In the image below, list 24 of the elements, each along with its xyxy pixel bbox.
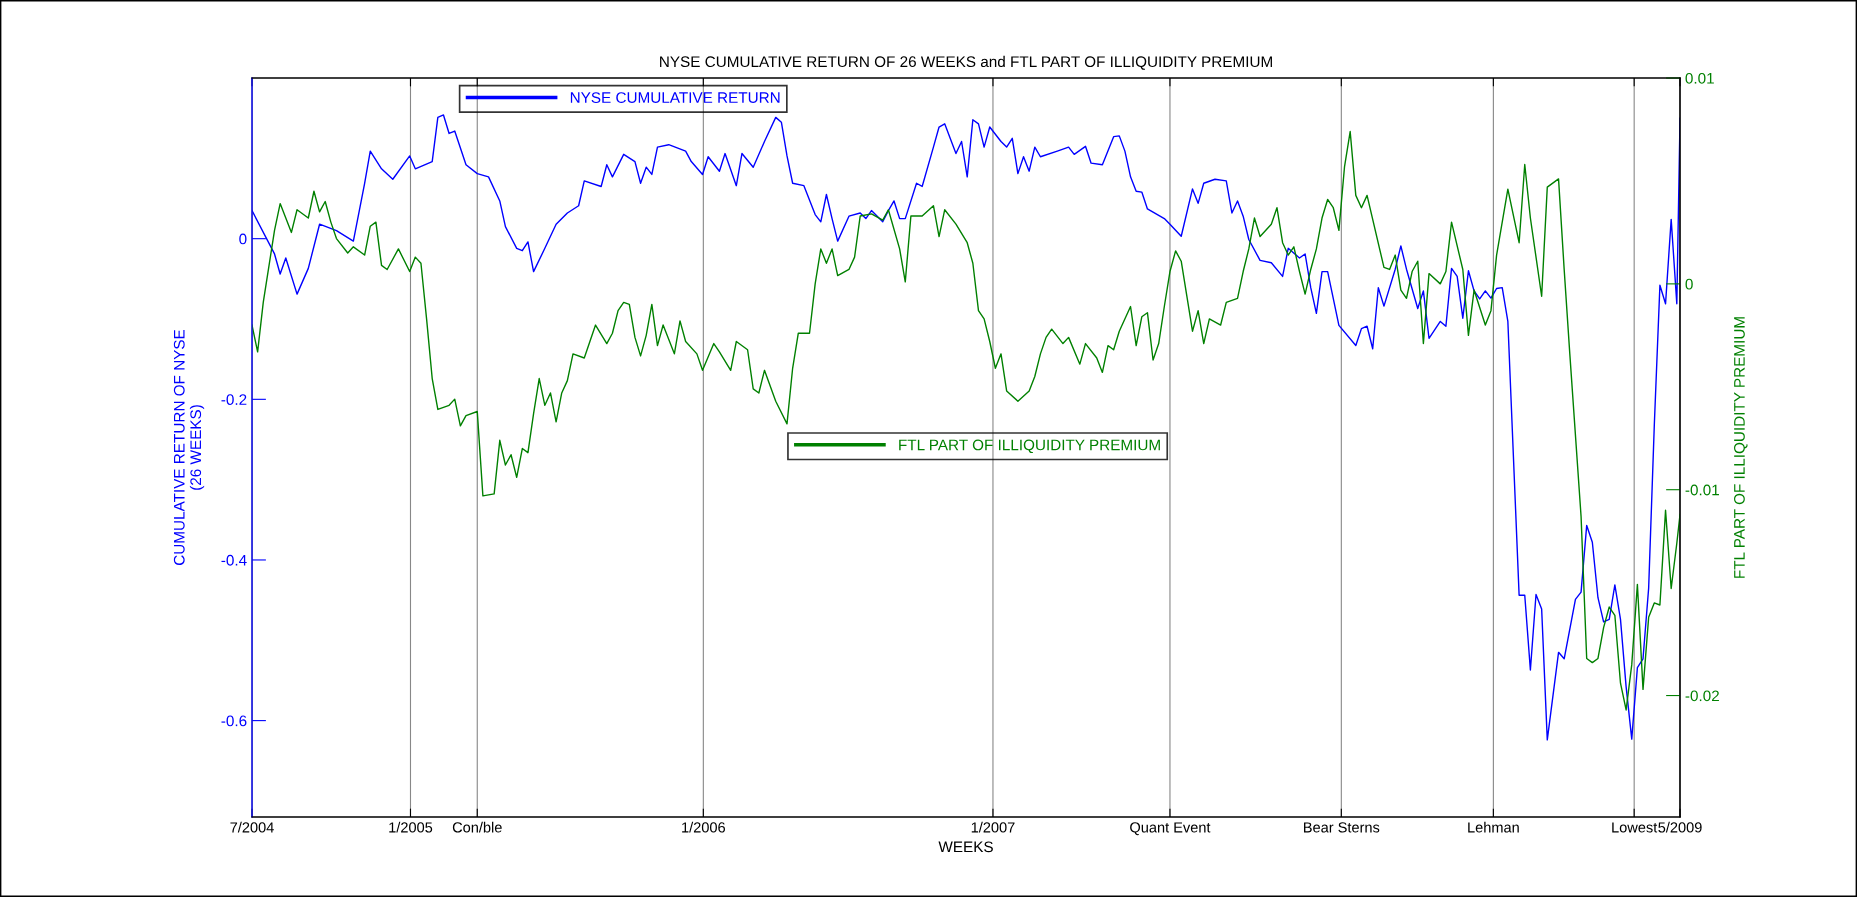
x-tick-label: 1/2007 — [971, 821, 1015, 833]
x-tick-label: 1/2005 — [389, 821, 433, 833]
y-tick-label: -0.4 — [221, 554, 247, 566]
x-tick-label: Lowest — [1612, 822, 1658, 833]
text: FTL PART OF ILLIQUIDITY PREMIUM — [899, 439, 1160, 454]
x-tick-label: Bear Sterns — [1304, 822, 1380, 833]
x-tick-label: 5/2009 — [1658, 821, 1702, 833]
x-tick-label: 7/2004 — [230, 821, 274, 833]
y-axis-title: CUMULATIVE RETURN OF NYSE (26 WEEKS) — [173, 329, 205, 566]
y-tick-label: -0.6 — [221, 715, 247, 727]
x-tick-label: Con/ble — [452, 821, 502, 833]
chart-title: NYSE CUMULATIVE RETURN OF 26 WEEKS and FTL PART OF ILLIQUIDITY PREMIUM — [660, 55, 1272, 70]
y2-tick-label: 0 — [1685, 278, 1693, 290]
x-axis-title: WEEKS — [938, 841, 993, 853]
x-tick-label: Quant Event — [1130, 822, 1211, 836]
x-tick-label: 1/2006 — [682, 821, 725, 833]
x-tick-label: Lehman — [1468, 821, 1519, 833]
series-label: NYSE CUMULATIVE RETURN — [570, 92, 780, 104]
y2-tick-label: -0.02 — [1685, 690, 1719, 702]
y2-tick-label: -0.01 — [1685, 484, 1719, 496]
y-tick-label: -0.2 — [221, 394, 247, 406]
y-tick-label: 0 — [239, 233, 247, 245]
y2-tick-label: 0.01 — [1685, 72, 1714, 84]
y2-axis-title: FTL PART OF ILLIQUIDITY PREMIUM — [1734, 317, 1748, 578]
